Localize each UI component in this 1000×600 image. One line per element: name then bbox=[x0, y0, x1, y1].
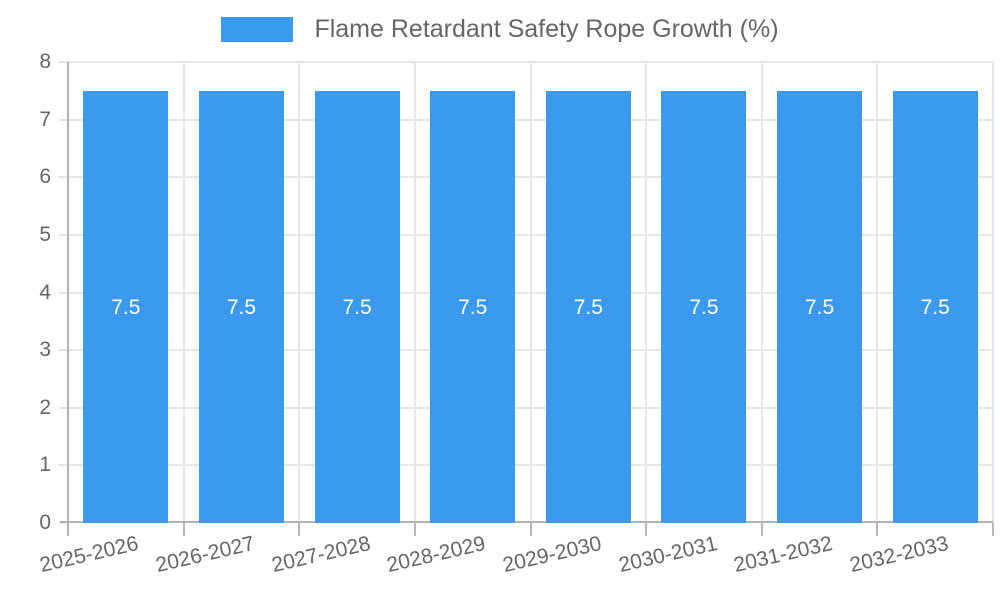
x-tick-label: 2032-2033 bbox=[847, 532, 951, 578]
y-axis-tick bbox=[59, 291, 68, 294]
y-axis-tick bbox=[59, 61, 68, 63]
x-tick-label: 2029-2030 bbox=[500, 532, 604, 578]
y-axis-tick bbox=[59, 233, 68, 236]
bar[interactable]: 7.5 bbox=[892, 90, 978, 523]
bar[interactable]: 7.5 bbox=[198, 90, 284, 523]
x-axis-tick bbox=[529, 523, 532, 536]
y-tick-label: 2 bbox=[39, 395, 51, 419]
bar[interactable]: 7.5 bbox=[83, 90, 169, 523]
x-tick-label: 2027-2028 bbox=[269, 532, 373, 578]
bar-value-label: 7.5 bbox=[458, 295, 488, 319]
x-tick-label: 2025-2026 bbox=[37, 532, 141, 578]
legend-label[interactable]: Flame Retardant Safety Rope Growth (%) bbox=[314, 15, 779, 43]
y-axis-tick bbox=[59, 176, 68, 179]
gridline-v bbox=[992, 62, 994, 523]
y-tick-label: 6 bbox=[39, 165, 51, 189]
x-tick-label: 2031-2032 bbox=[731, 532, 835, 578]
y-axis-tick bbox=[59, 349, 68, 352]
gridline-v bbox=[529, 62, 532, 523]
bar-value-label: 7.5 bbox=[804, 295, 835, 319]
gridline-v bbox=[760, 62, 763, 523]
y-axis-tick bbox=[59, 118, 68, 121]
legend: Flame Retardant Safety Rope Growth (%) bbox=[0, 15, 1000, 44]
bar-value-label: 7.5 bbox=[226, 295, 257, 319]
bar-value-label: 7.5 bbox=[573, 295, 603, 319]
plot-area: 0 1 2 3 4 5 6 7 8 7.5 2025-2026 7.5 2026-2027 7.5 2027… bbox=[38, 50, 994, 577]
gridline-v bbox=[876, 62, 879, 523]
gridline-v bbox=[413, 62, 416, 523]
legend-swatch[interactable] bbox=[221, 17, 294, 42]
bar-value-label: 7.5 bbox=[342, 295, 372, 319]
y-axis-tick bbox=[59, 522, 68, 524]
x-tick-label: 2030-2031 bbox=[616, 532, 720, 578]
gridline-v bbox=[298, 62, 301, 523]
y-axis-line bbox=[67, 62, 69, 536]
y-tick-label: 4 bbox=[39, 280, 51, 304]
x-tick-label: 2026-2027 bbox=[153, 532, 257, 578]
x-axis-tick bbox=[876, 523, 879, 536]
x-axis-tick bbox=[645, 523, 648, 536]
y-tick-label: 1 bbox=[39, 453, 51, 477]
y-tick-label: 7 bbox=[39, 107, 51, 131]
x-tick-label: 2028-2029 bbox=[384, 532, 488, 578]
y-axis-tick bbox=[59, 406, 68, 409]
bar[interactable]: 7.5 bbox=[314, 90, 400, 523]
bar-value-label: 7.5 bbox=[111, 295, 141, 319]
y-tick-label: 3 bbox=[39, 338, 51, 362]
gridline-v bbox=[645, 62, 648, 523]
x-axis-tick bbox=[298, 523, 301, 536]
x-axis-tick bbox=[760, 523, 763, 536]
bar-value-label: 7.5 bbox=[920, 295, 950, 319]
x-axis-tick bbox=[182, 523, 185, 536]
bar[interactable]: 7.5 bbox=[545, 90, 631, 523]
gridline-v bbox=[182, 62, 185, 523]
y-axis-tick bbox=[59, 464, 68, 467]
y-tick-label: 8 bbox=[39, 50, 51, 73]
bar[interactable]: 7.5 bbox=[661, 90, 747, 523]
bar-value-label: 7.5 bbox=[689, 295, 719, 319]
y-tick-label: 0 bbox=[39, 511, 51, 534]
x-axis-tick bbox=[413, 523, 416, 536]
bar[interactable]: 7.5 bbox=[430, 90, 516, 523]
x-axis-tick bbox=[992, 523, 994, 536]
y-tick-label: 5 bbox=[39, 222, 51, 246]
bar[interactable]: 7.5 bbox=[777, 90, 863, 523]
x-axis-line bbox=[60, 521, 993, 523]
